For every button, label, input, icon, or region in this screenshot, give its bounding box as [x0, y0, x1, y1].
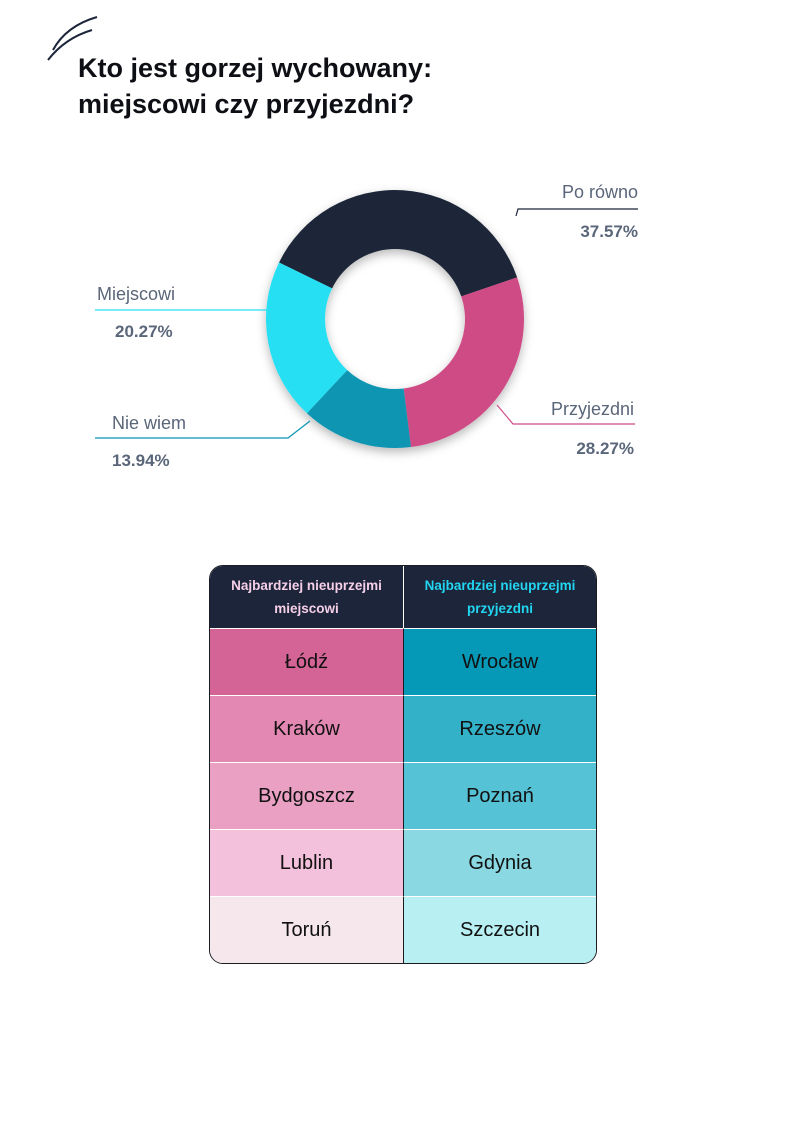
cities-table: Najbardziej nieuprzejmi miejscowi Najbar…: [209, 565, 597, 964]
header-miejscowi: Najbardziej nieuprzejmi miejscowi: [210, 566, 404, 628]
cell-przyjezdni-4: Gdynia: [404, 829, 596, 896]
cell-miejscowi-3: Bydgoszcz: [210, 762, 404, 829]
donut-chart: Po równo 37.57% Przyjezdni 28.27% Nie wiem 13…: [95, 182, 638, 470]
decorative-strokes-icon: [47, 16, 98, 61]
title-line-1: Kto jest gorzej wychowany:: [78, 53, 433, 83]
header-przyjezdni-line-2: przyjezdni: [466, 601, 533, 616]
cell-przyjezdni-2: Rzeszów: [404, 695, 596, 762]
label-po-rowno: Po równo: [562, 182, 638, 202]
leader-line-przyjezdni: [496, 404, 635, 425]
cell-przyjezdni-1: Wrocław: [404, 628, 596, 695]
value-przyjezdni: 28.27%: [576, 439, 634, 458]
title-line-2: miejscowi czy przyjezdni?: [78, 89, 415, 119]
leader-line-nie-wiem: [95, 420, 311, 439]
cell-przyjezdni-5: Szczecin: [404, 896, 596, 963]
slice-przyjezdni: [403, 277, 524, 448]
header-przyjezdni: Najbardziej nieuprzejmi przyjezdni: [404, 566, 596, 628]
value-miejscowi: 20.27%: [115, 322, 173, 341]
label-przyjezdni: Przyjezdni: [551, 399, 634, 419]
cell-miejscowi-4: Lublin: [210, 829, 404, 896]
label-nie-wiem: Nie wiem: [112, 413, 186, 433]
cell-miejscowi-2: Kraków: [210, 695, 404, 762]
header-przyjezdni-line-1: Najbardziej nieuprzejmi: [424, 578, 576, 593]
header-miejscowi-line-1: Najbardziej nieuprzejmi: [231, 578, 382, 593]
value-nie-wiem: 13.94%: [112, 451, 170, 470]
leader-line-po-rowno: [515, 208, 638, 217]
cell-miejscowi-1: Łódź: [210, 628, 404, 695]
value-po-rowno: 37.57%: [580, 222, 638, 241]
slice-po-rowno: [279, 190, 518, 297]
cell-przyjezdni-3: Poznań: [404, 762, 596, 829]
label-miejscowi: Miejscowi: [97, 284, 175, 304]
slice-miejscowi: [266, 262, 348, 414]
page-title: Kto jest gorzej wychowany: miejscowi czy…: [78, 50, 432, 122]
slice-nie-wiem: [306, 370, 411, 448]
cell-miejscowi-5: Toruń: [210, 896, 404, 963]
header-miejscowi-line-2: miejscowi: [274, 601, 339, 616]
